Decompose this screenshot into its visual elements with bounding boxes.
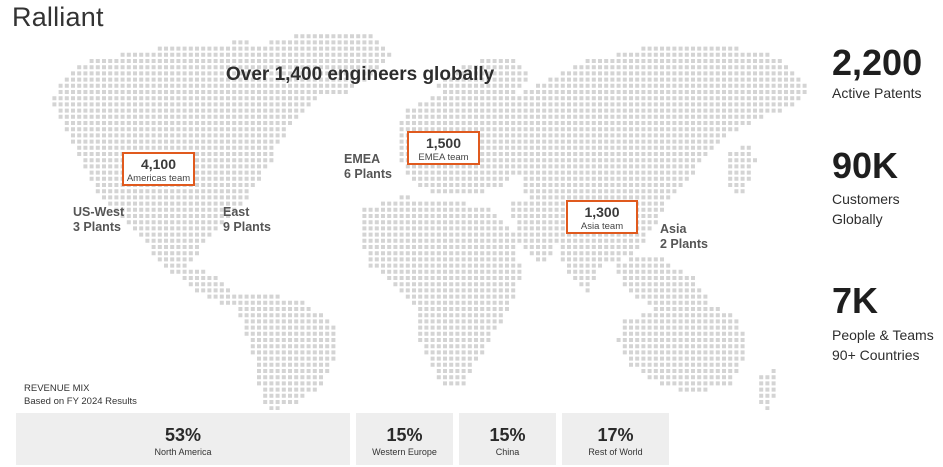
region-us-west: US-West 3 Plants [73,205,124,235]
stat-people: 7K People & Teams 90+ Countries [832,281,934,365]
region-asia-name: Asia [660,222,687,236]
stat-customers-label-2: Globally [832,211,883,227]
region-asia-plants: 2 Plants [660,237,708,251]
region-east-plants: 9 Plants [223,220,271,234]
map-dots [52,34,807,410]
stat-customers-label-1: Customers [832,191,900,207]
world-dot-map [52,34,807,410]
stat-patents: 2,200 Active Patents [832,43,922,103]
stat-people-value: 7K [832,280,879,321]
emea-team-label: EMEA team [418,152,469,163]
revenue-western-europe: 15% Western Europe [356,413,453,465]
revenue-rest-of-world-pct: 17% [597,425,634,445]
revenue-china-label: China [495,447,520,457]
stat-patents-label: Active Patents [832,85,922,101]
revenue-north-america-label: North America [154,447,212,457]
revenue-rest-of-world: 17% Rest of World [562,413,669,465]
revenue-mix-subtitle: Based on FY 2024 Results [24,396,137,407]
region-emea: EMEA 6 Plants [344,152,392,182]
stat-patents-value: 2,200 [832,42,923,83]
brand-logo: Ralliant [12,2,104,32]
revenue-western-europe-label: Western Europe [372,447,437,457]
stat-people-label-2: 90+ Countries [832,347,920,363]
revenue-china-pct: 15% [489,425,526,445]
stat-people-label-1: People & Teams [832,327,934,343]
revenue-mix-heading: REVENUE MIX Based on FY 2024 Results [24,382,137,408]
asia-team-label: Asia team [580,221,624,232]
revenue-china: 15% China [459,413,556,465]
emea-team-count: 1,500 [425,135,462,151]
revenue-western-europe-pct: 15% [386,425,423,445]
region-us-west-name: US-West [73,205,125,219]
asia-team-box: 1,300 Asia team [566,200,638,234]
region-east-name: East [223,205,250,219]
americas-team-label: Americas team [126,173,191,184]
region-us-west-plants: 3 Plants [73,220,121,234]
region-emea-plants: 6 Plants [344,167,392,181]
region-east: East 9 Plants [223,205,271,235]
region-emea-name: EMEA [344,152,381,166]
emea-team-box: 1,500 EMEA team [407,131,480,165]
region-asia: Asia 2 Plants [660,222,708,252]
stat-customers-value: 90K [832,145,899,186]
revenue-north-america-pct: 53% [164,425,202,445]
revenue-mix-title: REVENUE MIX [24,383,90,394]
headline: Over 1,400 engineers globally [226,64,495,85]
revenue-rest-of-world-label: Rest of World [588,447,643,457]
americas-team-box: 4,100 Americas team [122,152,195,186]
asia-team-count: 1,300 [584,204,620,220]
stat-customers: 90K Customers Globally [832,146,900,229]
americas-team-count: 4,100 [140,156,177,172]
revenue-north-america: 53% North America [16,413,350,465]
